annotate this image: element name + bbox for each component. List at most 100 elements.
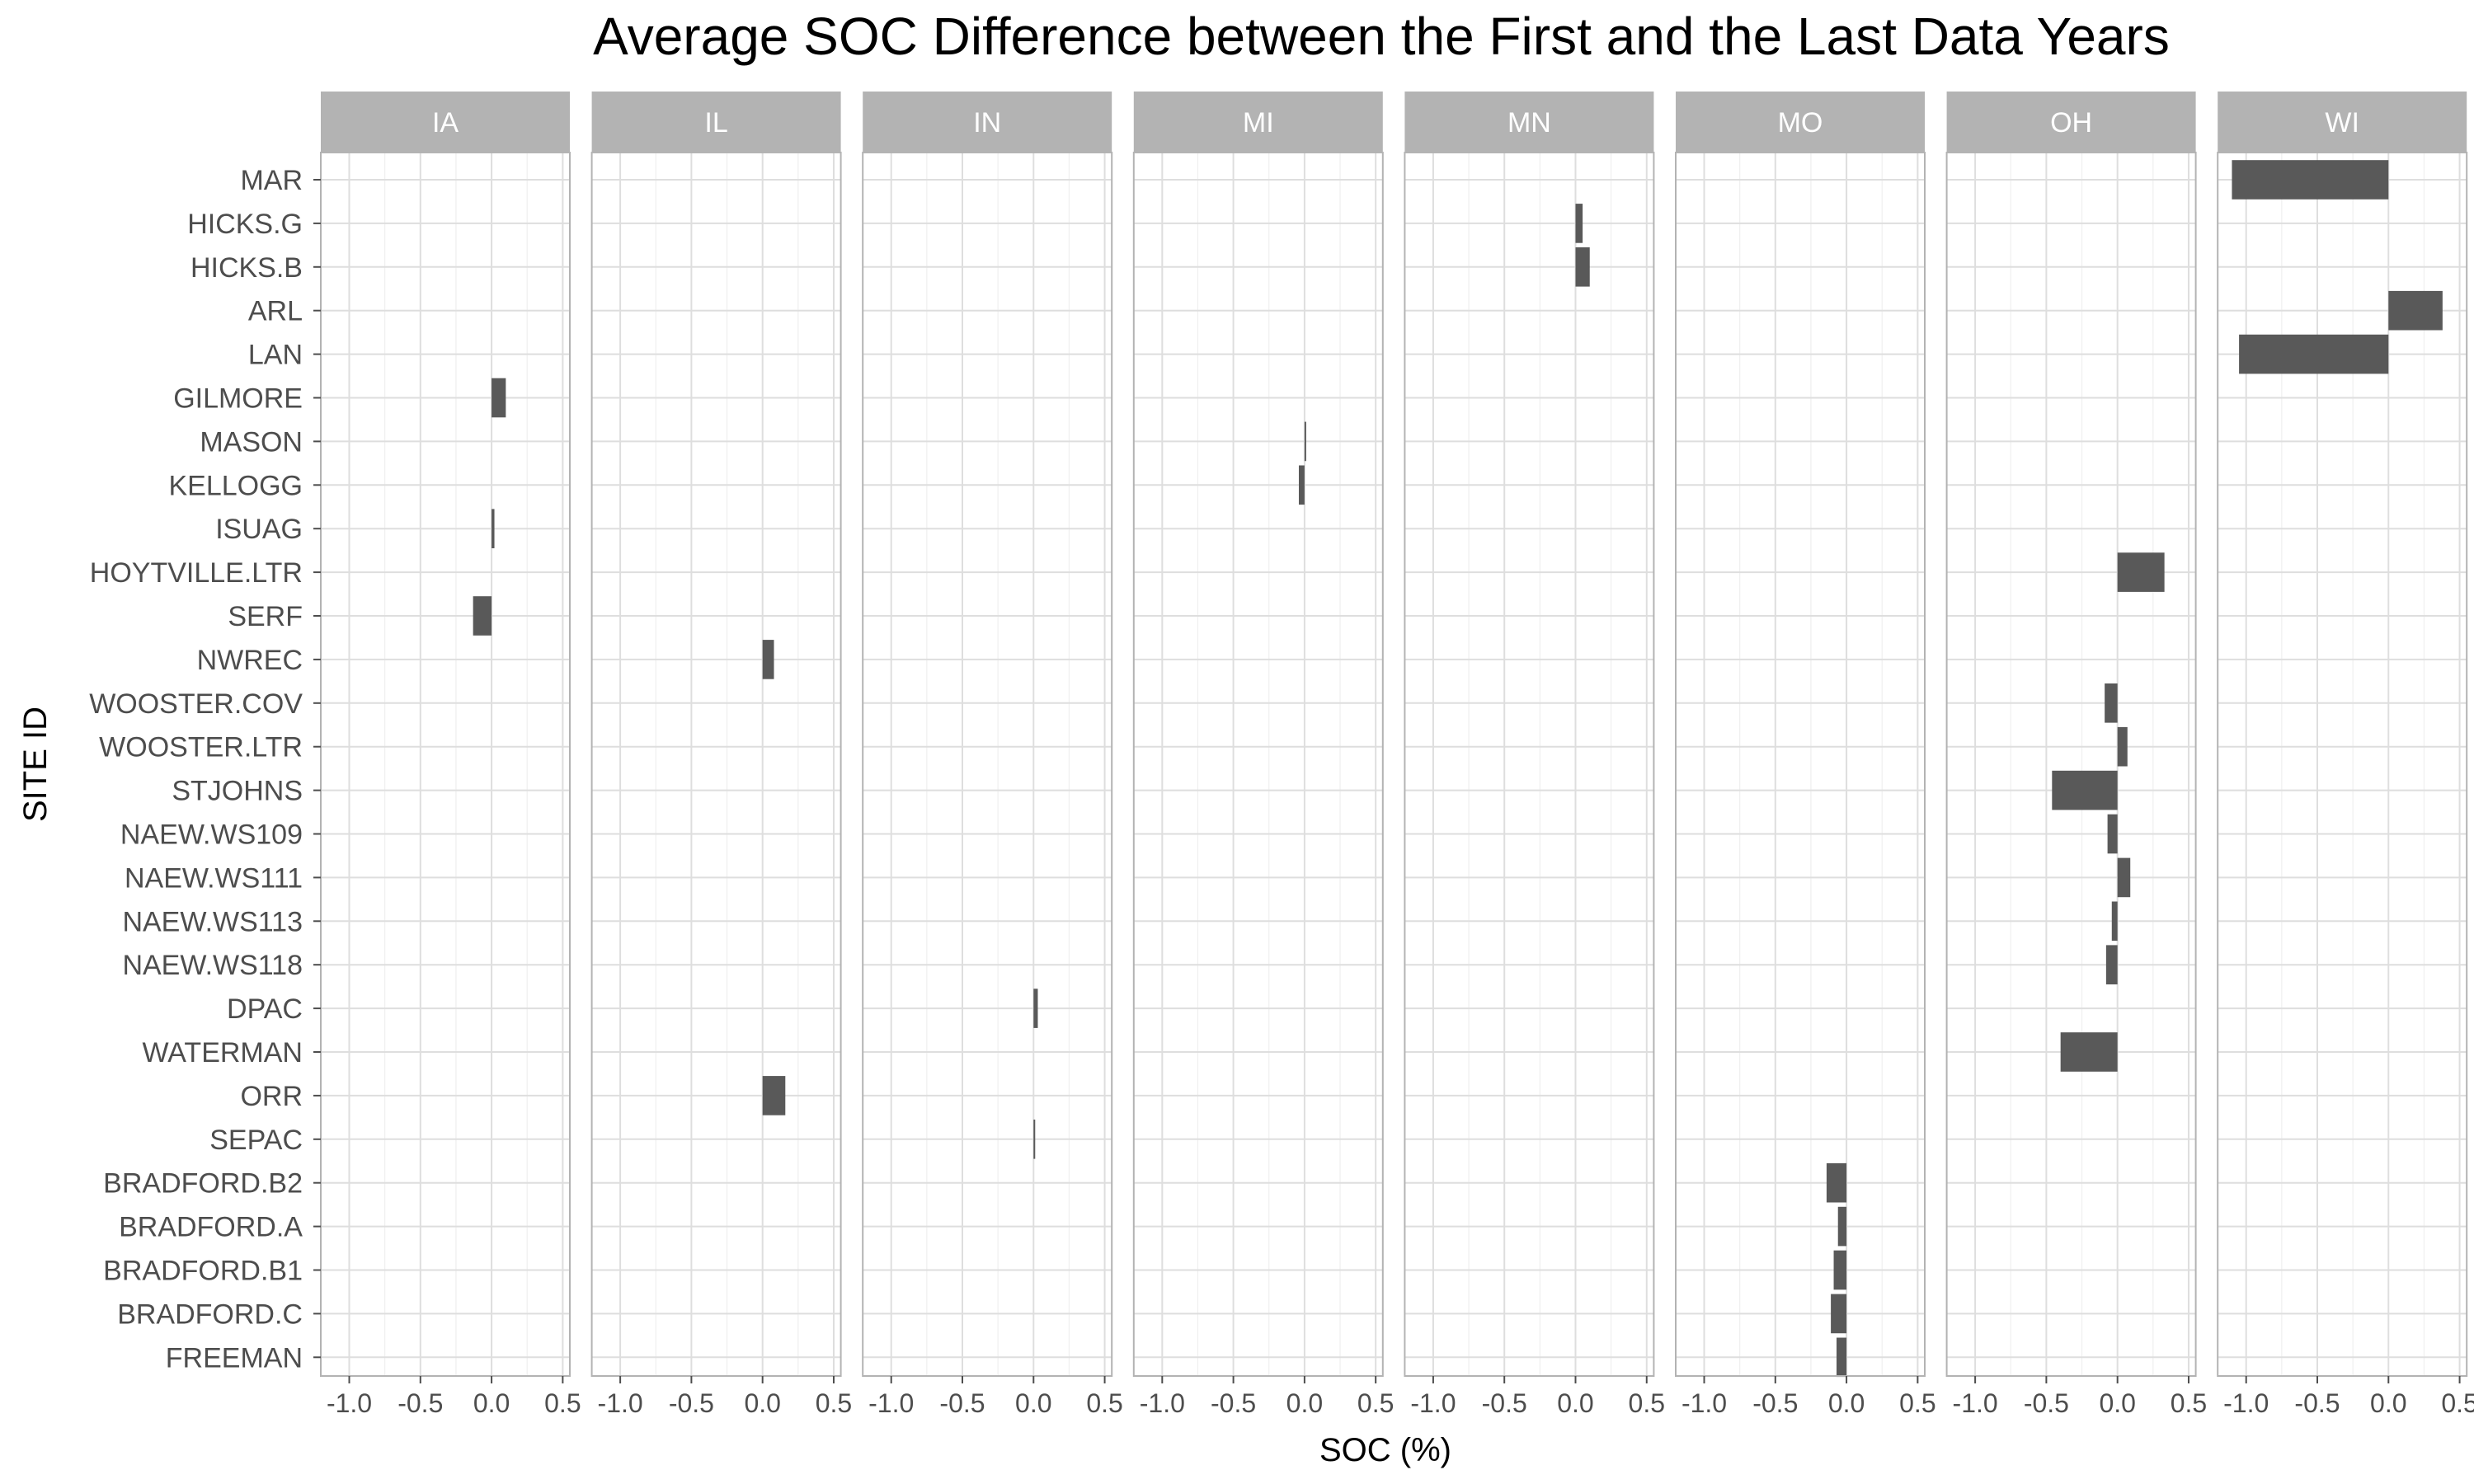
bar-naew-ws118	[2105, 945, 2118, 985]
x-tick-label: 0.0	[2099, 1388, 2135, 1418]
x-tick-label: -0.5	[1752, 1388, 1798, 1418]
chart-title: Average SOC Difference between the First…	[593, 7, 2170, 66]
bar-waterman	[2060, 1032, 2118, 1072]
bar-wooster-cov	[2105, 683, 2118, 723]
y-tick-label-arl: ARL	[248, 296, 303, 327]
y-tick-labels: MAR HICKS.G HICKS.B ARL LAN GILMORE MASON KELLO…	[89, 165, 321, 1374]
x-tick-label: 0.0	[1286, 1388, 1323, 1418]
panel-border	[1675, 152, 1926, 1377]
bar-bradford-a	[1837, 1206, 1847, 1247]
bar-hoytville-ltr	[2117, 552, 2165, 592]
facet-label-mo: MO	[1778, 107, 1823, 139]
x-tick-label: 0.0	[744, 1388, 780, 1418]
y-tick-label-naew-ws118: NAEW.WS118	[122, 950, 303, 981]
bar-mason	[1304, 421, 1306, 462]
bar-naew-ws113	[2111, 901, 2118, 942]
facet-strip	[321, 92, 570, 153]
y-tick-label-naew-ws109: NAEW.WS109	[120, 819, 303, 851]
x-tick-label: -1.0	[1410, 1388, 1456, 1418]
y-tick-label-isuag: ISUAG	[215, 514, 303, 545]
bar-gilmore	[492, 378, 506, 418]
bar-kellogg	[1298, 465, 1305, 505]
y-tick-label-mar: MAR	[240, 165, 303, 196]
bar-lan	[2239, 334, 2389, 374]
facet-label-wi: WI	[2325, 107, 2359, 139]
x-tick-label: 0.5	[816, 1388, 852, 1418]
facet-strip	[591, 92, 841, 153]
x-tick-label: 0.0	[1015, 1388, 1051, 1418]
panel-border	[862, 152, 1113, 1377]
bar-wooster-ltr	[2117, 726, 2128, 767]
facet-panel-il: IL -1.0 -0.5 0.0 0.5	[590, 92, 852, 1418]
y-tick-label-orr: ORR	[240, 1081, 303, 1112]
facet-strip	[2218, 92, 2467, 153]
facet-label-mn: MN	[1507, 107, 1551, 139]
bar-orr	[762, 1076, 786, 1115]
x-tick-label: -1.0	[868, 1388, 914, 1418]
x-tick-label: 0.5	[2441, 1388, 2474, 1418]
bar-bradford-b1	[1833, 1250, 1847, 1290]
y-tick-label-bradford-b1: BRADFORD.B1	[103, 1256, 303, 1287]
x-tick-label: 0.5	[1899, 1388, 1935, 1418]
x-tick-label: 0.5	[1357, 1388, 1394, 1418]
y-tick-label-hicks-g: HICKS.G	[187, 209, 303, 240]
x-tick-label: 0.0	[2370, 1388, 2406, 1418]
facet-strip	[1404, 92, 1654, 153]
y-tick-label-bradford-c: BRADFORD.C	[117, 1298, 303, 1330]
facet-label-il: IL	[704, 107, 727, 139]
x-tick-label: 0.0	[1557, 1388, 1593, 1418]
x-tick-label: -1.0	[1953, 1388, 1998, 1418]
x-tick-label: -0.5	[2024, 1388, 2069, 1418]
bar-mar	[2232, 160, 2389, 200]
facet-panel-in: IN -1.0 -0.5 0.0 0.5	[862, 92, 1123, 1418]
x-tick-label: 0.5	[1086, 1388, 1122, 1418]
y-tick-label-hicks-b: HICKS.B	[190, 252, 303, 284]
bar-naew-ws109	[2107, 814, 2118, 854]
bar-naew-ws111	[2117, 857, 2131, 898]
x-tick-label: 0.5	[544, 1388, 581, 1418]
x-tick-label: 0.5	[2171, 1388, 2207, 1418]
bar-serf	[473, 596, 492, 636]
y-tick-label-waterman: WATERMAN	[142, 1037, 303, 1068]
y-tick-label-wooster-cov: WOOSTER.COV	[89, 688, 303, 720]
panel-border	[1945, 152, 2197, 1377]
x-tick-label: -1.0	[1681, 1388, 1727, 1418]
bar-isuag	[492, 509, 495, 549]
bar-bradford-c	[1831, 1294, 1847, 1334]
x-tick-label: -1.0	[1140, 1388, 1185, 1418]
facet-strip	[1676, 92, 1925, 153]
y-tick-label-dpac: DPAC	[227, 993, 303, 1025]
y-tick-label-gilmore: GILMORE	[173, 383, 303, 415]
y-tick-label-bradford-b2: BRADFORD.B2	[103, 1168, 303, 1200]
bar-hicks-g	[1575, 204, 1583, 243]
facet-label-in: IN	[973, 107, 1001, 139]
x-tick-label: -0.5	[1482, 1388, 1527, 1418]
bar-arl	[2388, 290, 2443, 331]
facet-label-mi: MI	[1243, 107, 1274, 139]
y-tick-label-nwrec: NWREC	[197, 645, 303, 676]
bar-hicks-b	[1575, 247, 1590, 287]
facet-label-ia: IA	[432, 107, 459, 139]
facet-strip	[1133, 92, 1383, 153]
y-tick-label-lan: LAN	[248, 340, 303, 371]
panel-border	[590, 152, 842, 1377]
facet-panel-wi: WI -1.0 -0.5 0.0 0.5	[2217, 92, 2474, 1418]
x-tick-label: -0.5	[397, 1388, 443, 1418]
panel-border	[1132, 152, 1384, 1377]
facet-label-oh: OH	[2050, 107, 2092, 139]
facet-strip	[863, 92, 1112, 153]
x-tick-label: -1.0	[327, 1388, 372, 1418]
x-tick-label: -0.5	[939, 1388, 985, 1418]
y-tick-label-wooster-ltr: WOOSTER.LTR	[99, 732, 303, 763]
x-tick-label: -0.5	[1211, 1388, 1256, 1418]
x-tick-label: -1.0	[598, 1388, 643, 1418]
facet-panel-ia: IA -1.0 -0.5 0.0 0.5	[320, 92, 581, 1418]
y-tick-label-bradford-a: BRADFORD.A	[119, 1212, 303, 1243]
y-tick-label-kellogg: KELLOGG	[168, 470, 303, 501]
y-tick-label-sepac: SEPAC	[209, 1125, 303, 1156]
x-tick-label: -0.5	[2294, 1388, 2340, 1418]
bar-dpac	[1033, 989, 1038, 1028]
y-tick-label-serf: SERF	[228, 601, 303, 632]
y-tick-label-mason: MASON	[200, 426, 303, 458]
facet-panel-mo: MO -1.0 -0.5 0.0 0.5	[1675, 92, 1936, 1418]
